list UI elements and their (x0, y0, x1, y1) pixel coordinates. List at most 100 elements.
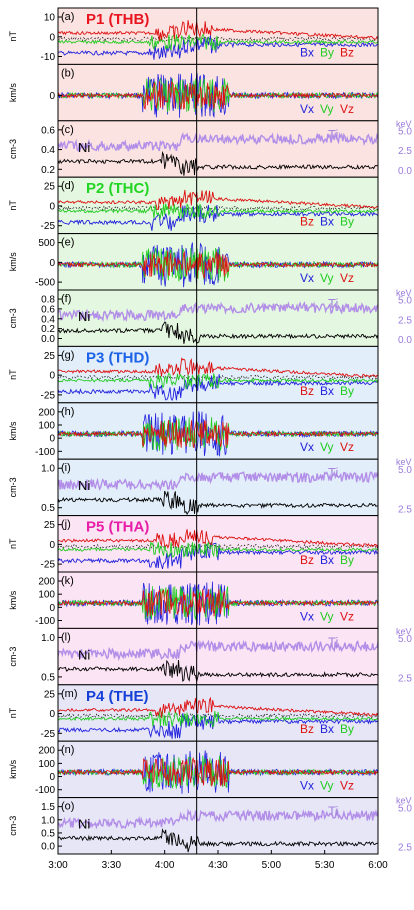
y-tick-label: 0.5 (41, 828, 55, 839)
bz-trace (58, 20, 378, 41)
panel-traces (58, 808, 378, 853)
y-tick-label: 25 (44, 182, 56, 193)
vy-trace (58, 77, 378, 113)
y-tick-label: 1.0 (41, 633, 55, 644)
right-axis-unit: keV (396, 288, 412, 298)
ti-label: Ti (328, 804, 338, 819)
y-tick-label: 10 (44, 13, 56, 24)
legend-vz: Vz (340, 779, 354, 793)
legend-bx: Bx (320, 553, 334, 567)
by-trace (58, 32, 378, 52)
y-tick-label: 1.5 (41, 802, 55, 813)
y-axis-unit: nT (8, 369, 18, 380)
y-tick-label: 200 (38, 577, 55, 588)
ti-label: Ti (328, 634, 338, 649)
legend-by: By (340, 553, 354, 567)
ti-trace (58, 301, 378, 323)
y-tick-label: 200 (38, 746, 55, 757)
y-tick-label: 500 (38, 238, 55, 249)
y-axis-unit: km/s (8, 421, 18, 440)
right-tick-label: 5.0 (398, 803, 412, 814)
y-tick-label: 0.0 (41, 334, 55, 345)
y-tick-label: 0.2 (41, 165, 55, 176)
panel-d: 25 0 -25 nT (d) Bz Bx By P2 (THC) (8, 176, 379, 235)
panel-b: 0 km/s (b) Vx Vy Vz (8, 63, 379, 122)
y-tick-label: 0 (49, 434, 55, 445)
legend-by: By (340, 722, 354, 736)
panel-letter: (k) (61, 575, 74, 587)
panel-letter: (h) (61, 406, 74, 418)
legend-bz: Bz (340, 45, 354, 59)
zero-line (58, 543, 378, 550)
right-tick-label: 2.5 (398, 504, 412, 515)
y-axis-unit: cm-3 (8, 139, 18, 159)
right-tick-label: 2.5 (398, 674, 412, 685)
y-tick-label: 200 (38, 407, 55, 418)
panel-e: 500 0 -500 km/s (e) Vx Vy Vz (8, 233, 379, 291)
y-axis-unit: cm-3 (8, 816, 18, 836)
right-tick-label: 2.5 (398, 843, 412, 854)
legend-bz: Bz (300, 215, 314, 229)
y-axis-unit: nT (8, 707, 18, 718)
right-tick-label: 0.0 (398, 166, 412, 177)
y-tick-label: 0 (49, 32, 55, 43)
y-tick-label: 25 (44, 689, 56, 700)
legend-vx: Vx (300, 271, 314, 285)
legend-by: By (320, 45, 334, 59)
bx-trace (58, 542, 378, 570)
y-tick-label: 0 (49, 709, 55, 720)
ti-trace (58, 808, 378, 830)
panel-traces (58, 131, 378, 176)
y-tick-label: 0.5 (41, 672, 55, 683)
y-tick-label: 0.2 (41, 324, 55, 335)
panel-traces (58, 529, 378, 570)
legend-vx: Vx (300, 779, 314, 793)
bz-trace (58, 696, 378, 718)
y-tick-label: 25 (44, 351, 56, 362)
panel-letter: (i) (61, 462, 71, 474)
vz-trace (58, 589, 378, 617)
y-tick-label: -100 (35, 785, 55, 796)
right-axis-unit: keV (396, 457, 412, 467)
y-tick-label: 1.0 (41, 464, 55, 475)
ti-label: Ti (328, 127, 338, 142)
y-tick-label: 100 (38, 590, 55, 601)
ni-trace (58, 150, 378, 176)
zero-line (58, 205, 378, 212)
legend-vx: Vx (300, 609, 314, 623)
panel-k: 200 100 0 -100 km/s (k) Vx Vy Vz (8, 571, 379, 629)
legend-vy: Vy (320, 609, 334, 623)
right-tick-label: 2.5 (398, 315, 412, 326)
legend-bx: Bx (320, 722, 334, 736)
panel-letter: (m) (61, 688, 78, 700)
right-axis-unit: keV (396, 626, 412, 636)
vz-trace (58, 420, 378, 449)
y-axis-unit: km/s (8, 83, 18, 102)
x-tick-label: 5:00 (262, 860, 282, 871)
legend-bx: Bx (320, 384, 334, 398)
x-tick-label: 4:30 (208, 860, 228, 871)
panel-n: 200 100 0 -100 km/s (n) Vx Vy Vz (8, 740, 379, 799)
ti-label: Ti (328, 465, 338, 480)
by-trace (58, 372, 378, 390)
y-tick-label: -25 (41, 560, 56, 571)
panel-background (58, 120, 378, 178)
by-trace (58, 709, 378, 728)
legend-vy: Vy (320, 271, 334, 285)
bz-trace (58, 189, 378, 211)
legend-bz: Bz (300, 722, 314, 736)
panel-letter: (n) (61, 744, 74, 756)
legend-vx: Vx (300, 102, 314, 116)
y-tick-label: 0 (49, 540, 55, 551)
panel-letter: (c) (61, 124, 74, 136)
y-tick-label: 0 (49, 201, 55, 212)
legend-vz: Vz (340, 102, 354, 116)
y-axis-unit: cm-3 (8, 477, 18, 497)
ni-label: Ni (78, 647, 90, 662)
bx-trace (58, 35, 378, 60)
ti-trace (58, 131, 378, 153)
panel-traces (58, 357, 378, 402)
